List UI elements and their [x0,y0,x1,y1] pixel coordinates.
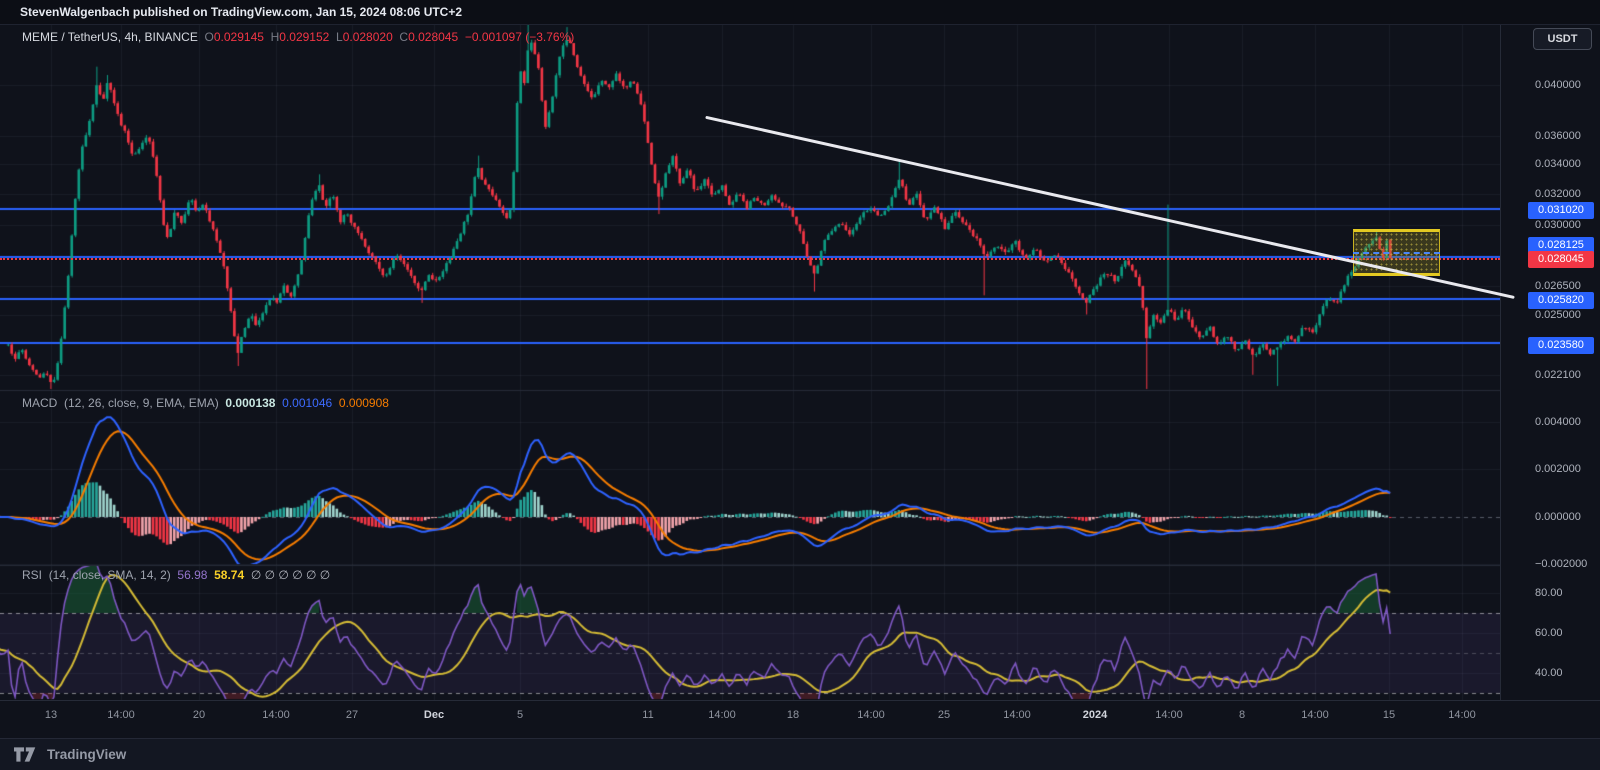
time-axis-label: 14:00 [1155,709,1183,721]
close-label: C [399,30,409,44]
macd-line-value: 0.001046 [282,396,333,410]
chart-area[interactable]: MEME / TetherUS, 4h, BINANCE O0.029145 H… [0,25,1515,700]
change-value: −0.001097 (−3.76%) [464,30,575,44]
rsi-value: 56.98 [177,568,208,582]
time-axis-label: 2024 [1082,709,1108,721]
price-level-badge: 0.025820 [1528,291,1594,309]
price-axis-label: 0.026500 [1535,280,1581,292]
price-level-badge: 0.028045 [1528,250,1594,268]
price-axis-label: 0.036000 [1535,130,1581,143]
open-value: 0.029145 [213,30,264,44]
price-axis-label: 0.022100 [1535,368,1581,381]
brand-name[interactable]: TradingView [47,747,127,762]
macd-signal-value: 0.000908 [338,396,389,410]
time-axis-label: 13 [44,709,58,721]
tradingview-logo-icon[interactable] [14,747,40,762]
price-axis-label: 0.032000 [1535,187,1581,200]
macd-params: (12, 26, close, 9, EMA, EMA) [64,396,219,410]
time-axis-label: 20 [192,709,206,721]
price-level-badge: 0.028125 [1528,236,1594,254]
macd-axis-label: 0.004000 [1535,416,1581,428]
macd-histogram-value: 0.000138 [225,396,276,410]
time-axis-label: 27 [345,709,359,721]
time-axis-label: 14:00 [1448,709,1476,721]
time-axis-label: 14:00 [708,709,736,721]
macd-axis-label: −0.002000 [1535,558,1588,570]
rsi-ma-value: 58.74 [214,568,245,582]
rsi-axis-label: 40.00 [1535,667,1563,679]
time-axis-label: 11 [642,709,654,721]
rsi-legend[interactable]: RSI (14, close, SMA, 14, 2) 56.98 58.74 … [22,568,330,582]
low-value: 0.028020 [342,30,393,44]
time-axis-label: 18 [786,709,800,721]
publish-info-bar: StevenWalgenbach published on TradingVie… [0,0,1600,25]
macd-legend[interactable]: MACD (12, 26, close, 9, EMA, EMA) 0.0001… [22,396,389,410]
rsi-params: (14, close, SMA, 14, 2) [48,568,171,582]
publish-info-text: StevenWalgenbach published on TradingVie… [20,5,463,19]
time-axis-label: 14:00 [262,709,290,721]
horizontal-level-line[interactable] [0,297,1500,302]
time-axis-label: 25 [937,709,951,721]
price-axis-label: 0.025000 [1535,308,1581,321]
time-axis-label: 14:00 [1301,709,1329,721]
price-level-badge: 0.031020 [1528,201,1594,219]
rsi-axis-label: 60.00 [1535,627,1563,639]
low-label: L [336,30,343,44]
symbol-legend[interactable]: MEME / TetherUS, 4h, BINANCE O0.029145 H… [22,30,574,44]
time-axis-label: Dec [423,709,445,721]
currency-toggle-button[interactable]: USDT [1533,28,1592,50]
close-value: 0.028045 [408,30,459,44]
open-label: O [204,30,214,44]
horizontal-level-line[interactable] [0,207,1500,212]
price-axis[interactable]: USDT 0.040000 0.036000 0.034000 0.032000 0.0… [1500,25,1600,700]
price-axis-label: 0.030000 [1535,219,1581,232]
current-price-line [0,258,1500,261]
position-entry-line[interactable] [1353,252,1440,255]
time-axis-label: 14:00 [1003,709,1031,721]
high-value: 0.029152 [279,30,330,44]
time-axis-label: 5 [516,709,524,721]
time-axis-label: 15 [1382,709,1396,721]
rsi-title: RSI [22,568,43,582]
price-level-badge: 0.023580 [1528,336,1594,354]
time-axis[interactable]: 13 14:00 20 14:00 27 Dec 5 11 14:00 18 14:00 25 14:0… [0,700,1600,739]
time-axis-label: 8 [1238,709,1246,721]
time-axis-label: 14:00 [857,709,885,721]
macd-axis-label: 0.000000 [1535,511,1581,523]
rsi-hidden-values: ∅ ∅ ∅ ∅ ∅ ∅ [250,568,331,582]
time-axis-label: 14:00 [107,709,135,721]
high-label: H [270,30,280,44]
horizontal-level-line[interactable] [0,341,1500,346]
macd-title: MACD [22,396,58,410]
chart-canvas[interactable] [0,25,1500,700]
macd-axis-label: 0.002000 [1535,463,1581,475]
symbol-title: MEME / TetherUS, 4h, BINANCE [22,30,198,44]
price-axis-label: 0.034000 [1535,158,1581,171]
bottom-bar: TradingView [0,738,1600,770]
price-axis-label: 0.040000 [1535,78,1581,91]
rsi-axis-label: 80.00 [1535,587,1563,599]
